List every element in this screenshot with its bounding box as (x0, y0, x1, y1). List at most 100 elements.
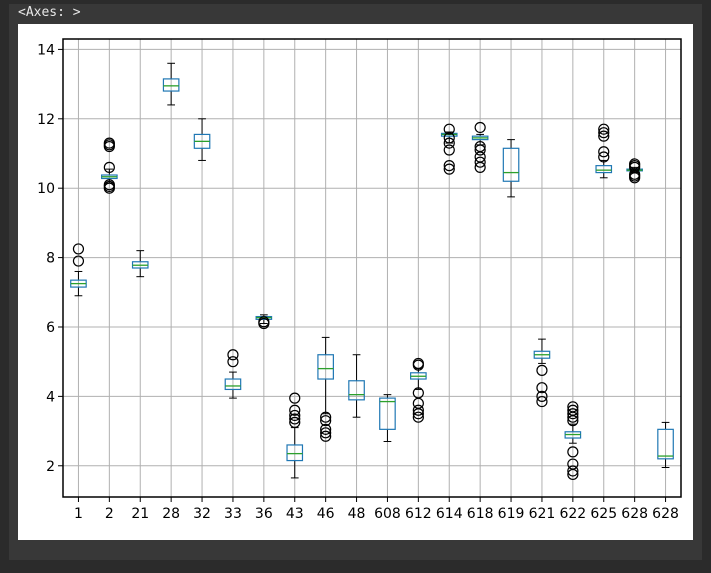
flier-point (536, 364, 548, 376)
flier-point (443, 137, 455, 149)
flier-point (598, 127, 610, 139)
grid-layer (63, 39, 681, 497)
x-tick-label: 2 (105, 506, 114, 522)
flier-point (412, 387, 424, 399)
flier-point (227, 349, 239, 361)
flier-point (474, 121, 486, 134)
x-tick-label: 48 (348, 506, 366, 522)
flier-point (103, 161, 115, 173)
box-28-3 (162, 62, 180, 106)
iqr-box (348, 380, 365, 401)
flier-point (289, 413, 301, 425)
y-tick-label: 2 (46, 459, 55, 475)
x-tick-label: 625 (590, 506, 617, 522)
y-tick-label: 12 (37, 112, 55, 128)
flier-point (320, 423, 332, 435)
x-tick-label: 32 (193, 506, 211, 522)
flier-point (474, 140, 486, 153)
x-tick-label: 628 (652, 506, 679, 522)
y-tick-label: 10 (37, 181, 55, 197)
flier-point (443, 163, 455, 175)
box-2-1 (101, 137, 118, 194)
x-tick-label: 618 (467, 506, 494, 522)
box-layer (70, 62, 674, 481)
box-619-14 (502, 139, 520, 198)
flier-point (320, 430, 332, 442)
flier-point (474, 144, 486, 156)
flier-point (289, 392, 301, 404)
flier-point (443, 132, 455, 144)
flier-point (443, 144, 455, 156)
iqr-box (286, 444, 304, 462)
axes-frame (62, 38, 682, 498)
x-tick-label: 21 (131, 506, 149, 522)
y-tick-label: 8 (46, 251, 55, 267)
axes-repr: <Axes: > (18, 5, 81, 20)
flier-point (443, 123, 455, 135)
flier-point (567, 401, 579, 413)
x-tick-label: 43 (286, 506, 304, 522)
box-32-4 (193, 118, 211, 161)
flier-point (320, 415, 332, 427)
y-tick-label: 14 (37, 42, 55, 58)
flier-point (474, 156, 486, 168)
box-43-7 (286, 392, 304, 479)
box-628-19 (657, 421, 674, 469)
x-tick-label: 33 (224, 506, 242, 522)
box-36-6 (255, 314, 273, 330)
x-tick-label: 619 (498, 506, 525, 522)
flier-point (289, 416, 301, 429)
x-tick-label: 608 (374, 506, 401, 522)
flier-point (536, 395, 548, 408)
x-tick-label: 1 (74, 506, 83, 522)
flier-point (443, 160, 455, 172)
flier-point (289, 404, 301, 416)
flier-point (567, 465, 579, 477)
flier-point (598, 146, 610, 158)
flier-point (72, 255, 85, 267)
flier-point (567, 458, 579, 470)
box-46-8 (317, 336, 334, 442)
figure: 2 4 6 8 10 12 14 1 2 21 28 32 33 36 43 46 48 608 612 614 618… (18, 24, 693, 540)
box-608-10 (379, 394, 396, 442)
flier-point (320, 427, 332, 439)
flier-point (103, 137, 115, 149)
x-tick-label: 628 (621, 506, 648, 522)
x-tick-label: 614 (436, 506, 463, 522)
x-tick-label: 621 (529, 506, 556, 522)
flier-point (536, 390, 548, 402)
flier-point (227, 356, 239, 368)
x-tick-label: 28 (162, 506, 180, 522)
iqr-box (224, 378, 242, 391)
box-612-11 (410, 357, 427, 423)
box-48-9 (348, 354, 365, 418)
iqr-box (379, 397, 396, 430)
flier-point (598, 130, 610, 142)
flier-point (412, 404, 424, 416)
box-614-12 (440, 123, 458, 175)
box-21-2 (131, 250, 149, 278)
y-tick-label: 6 (46, 320, 55, 336)
box-618-13 (471, 121, 489, 173)
box-622-16 (564, 401, 582, 481)
iqr-box (657, 428, 674, 460)
iqr-box (162, 78, 180, 92)
iqr-box (317, 354, 334, 380)
flier-point (567, 446, 579, 458)
flier-point (598, 123, 610, 135)
flier-point (598, 151, 610, 163)
flier-point (567, 408, 579, 420)
x-tick-label: 46 (317, 506, 335, 522)
x-tick-label: 622 (559, 506, 586, 522)
flier-point (536, 382, 548, 394)
y-tick-label: 4 (46, 389, 55, 405)
flier-point (72, 243, 85, 255)
iqr-box (502, 147, 520, 182)
box-33-5 (224, 349, 242, 399)
flier-point (320, 411, 332, 423)
x-tick-label: 36 (255, 506, 273, 522)
box-628-18 (626, 158, 643, 184)
flier-point (289, 409, 301, 422)
